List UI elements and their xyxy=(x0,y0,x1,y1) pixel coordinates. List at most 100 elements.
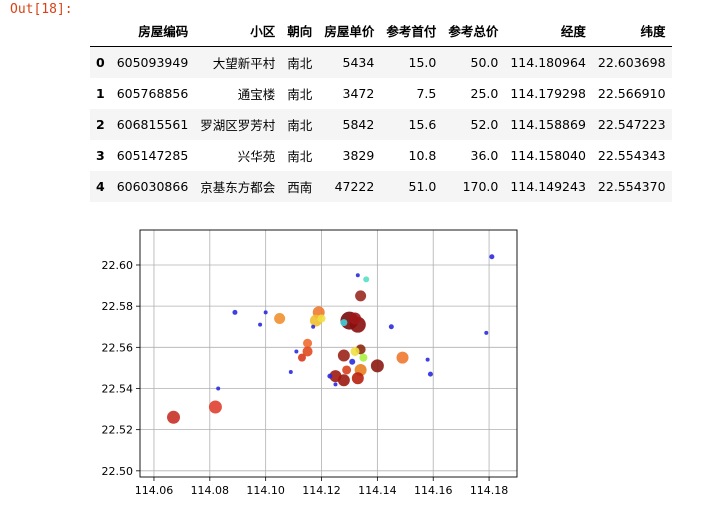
column-header-house-code: 房屋编码 xyxy=(110,14,195,47)
cell-orientation: 西南 xyxy=(287,180,313,195)
x-tick-label: 114.18 xyxy=(470,484,509,497)
cell-unit-price: 5434 xyxy=(342,55,375,70)
scatter-point xyxy=(363,276,370,283)
cell-longitude: 114.149243 xyxy=(510,179,586,194)
column-header-index xyxy=(90,14,111,47)
x-tick-label: 114.10 xyxy=(246,484,285,497)
x-tick-label: 114.06 xyxy=(135,484,174,497)
dataframe-table: 房屋编码 小区 朝向 房屋单价 参考首付 参考总价 经度 纬度 0 605093… xyxy=(90,14,672,202)
cell-longitude: 114.158040 xyxy=(510,148,586,163)
cell-latitude: 22.554370 xyxy=(597,179,666,194)
column-header-longitude: 经度 xyxy=(504,14,592,47)
column-header-down-payment: 参考首付 xyxy=(380,14,443,47)
scatter-point xyxy=(355,290,367,302)
table-row: 1 605768856 通宝楼 南北 3472 7.5 25.0 114.179… xyxy=(90,78,672,109)
cell-unit-price: 3472 xyxy=(342,86,375,101)
cell-unit-price: 47222 xyxy=(334,179,375,194)
cell-down-payment: 10.8 xyxy=(408,148,437,163)
plot-frame xyxy=(139,229,518,478)
cell-longitude: 114.179298 xyxy=(510,86,586,101)
table-row: 0 605093949 大望新平村 南北 5434 15.0 50.0 114.… xyxy=(90,46,672,78)
scatter-point xyxy=(232,309,238,315)
column-header-total-price: 参考总价 xyxy=(442,14,505,47)
cell-longitude: 114.180964 xyxy=(510,55,586,70)
row-index: 1 xyxy=(96,86,105,101)
table-header-row: 房屋编码 小区 朝向 房屋单价 参考首付 参考总价 经度 纬度 xyxy=(90,14,672,47)
scatter-point xyxy=(167,410,181,424)
cell-total-price: 25.0 xyxy=(470,86,499,101)
cell-latitude: 22.566910 xyxy=(597,86,666,101)
row-index: 2 xyxy=(96,117,105,132)
y-tick-label: 22.58 xyxy=(102,300,134,313)
cell-orientation: 南北 xyxy=(287,87,313,102)
scatter-point xyxy=(337,349,350,362)
cell-total-price: 50.0 xyxy=(470,55,499,70)
cell-house-code: 605093949 xyxy=(116,55,189,70)
scatter-point xyxy=(216,386,221,391)
row-index: 4 xyxy=(96,179,105,194)
scatter-point xyxy=(342,365,352,375)
cell-house-code: 605147285 xyxy=(116,148,189,163)
cell-total-price: 52.0 xyxy=(470,117,499,132)
cell-latitude: 22.603698 xyxy=(597,55,666,70)
scatter-point xyxy=(351,372,364,385)
cell-down-payment: 51.0 xyxy=(408,179,437,194)
cell-community: 通宝楼 xyxy=(237,87,276,102)
scatter-point xyxy=(396,351,409,364)
scatter-point xyxy=(294,349,299,354)
scatter-point xyxy=(333,382,338,387)
cell-community: 兴华苑 xyxy=(237,149,276,164)
cell-community: 京基东方都会 xyxy=(200,180,276,195)
cell-orientation: 南北 xyxy=(287,56,313,71)
scatter-point xyxy=(258,322,263,327)
scatter-point xyxy=(302,346,313,357)
cell-orientation: 南北 xyxy=(287,118,313,133)
y-tick-label: 22.50 xyxy=(102,465,134,478)
x-tick-label: 114.12 xyxy=(302,484,341,497)
scatter-point xyxy=(349,358,356,365)
cell-total-price: 170.0 xyxy=(462,179,499,194)
column-header-latitude: 纬度 xyxy=(591,14,672,47)
y-tick-label: 22.60 xyxy=(102,259,134,272)
column-header-orientation: 朝向 xyxy=(281,14,319,47)
scatter-point xyxy=(425,357,430,362)
scatter-point xyxy=(484,330,489,335)
y-tick-label: 22.52 xyxy=(102,424,134,437)
scatter-point xyxy=(317,314,326,323)
cell-house-code: 606815561 xyxy=(116,117,189,132)
cell-latitude: 22.554343 xyxy=(597,148,666,163)
scatter-point xyxy=(355,273,360,278)
scatter-point xyxy=(349,312,362,325)
output-prompt: Out[18]: xyxy=(10,2,73,17)
scatter-point xyxy=(303,338,313,348)
cell-unit-price: 3829 xyxy=(342,148,375,163)
table-row: 4 606030866 京基东方都会 西南 47222 51.0 170.0 1… xyxy=(90,171,672,202)
scatter-point xyxy=(359,353,368,362)
scatter-point xyxy=(288,370,293,375)
cell-unit-price: 5842 xyxy=(342,117,375,132)
cell-house-code: 605768856 xyxy=(116,86,189,101)
x-tick-label: 114.08 xyxy=(191,484,230,497)
scatter-point xyxy=(274,313,286,325)
cell-orientation: 南北 xyxy=(287,149,313,164)
table-row: 3 605147285 兴华苑 南北 3829 10.8 36.0 114.15… xyxy=(90,140,672,171)
scatter-point xyxy=(327,373,333,379)
x-tick-label: 114.14 xyxy=(358,484,397,497)
row-index: 3 xyxy=(96,148,105,163)
y-tick-label: 22.54 xyxy=(102,382,134,395)
cell-down-payment: 15.0 xyxy=(408,55,437,70)
table-row: 2 606815561 罗湖区罗芳村 南北 5842 15.6 52.0 114… xyxy=(90,109,672,140)
row-index: 0 xyxy=(96,55,105,70)
scatter-point xyxy=(370,359,384,373)
column-header-community: 小区 xyxy=(194,14,282,47)
cell-house-code: 606030866 xyxy=(116,179,189,194)
scatter-point xyxy=(489,254,495,260)
scatter-point xyxy=(311,324,316,329)
column-header-unit-price: 房屋单价 xyxy=(318,14,381,47)
scatter-point xyxy=(329,370,342,383)
scatter-point xyxy=(340,319,348,327)
x-tick-label: 114.16 xyxy=(414,484,453,497)
cell-total-price: 36.0 xyxy=(470,148,499,163)
scatter-point xyxy=(427,371,433,377)
